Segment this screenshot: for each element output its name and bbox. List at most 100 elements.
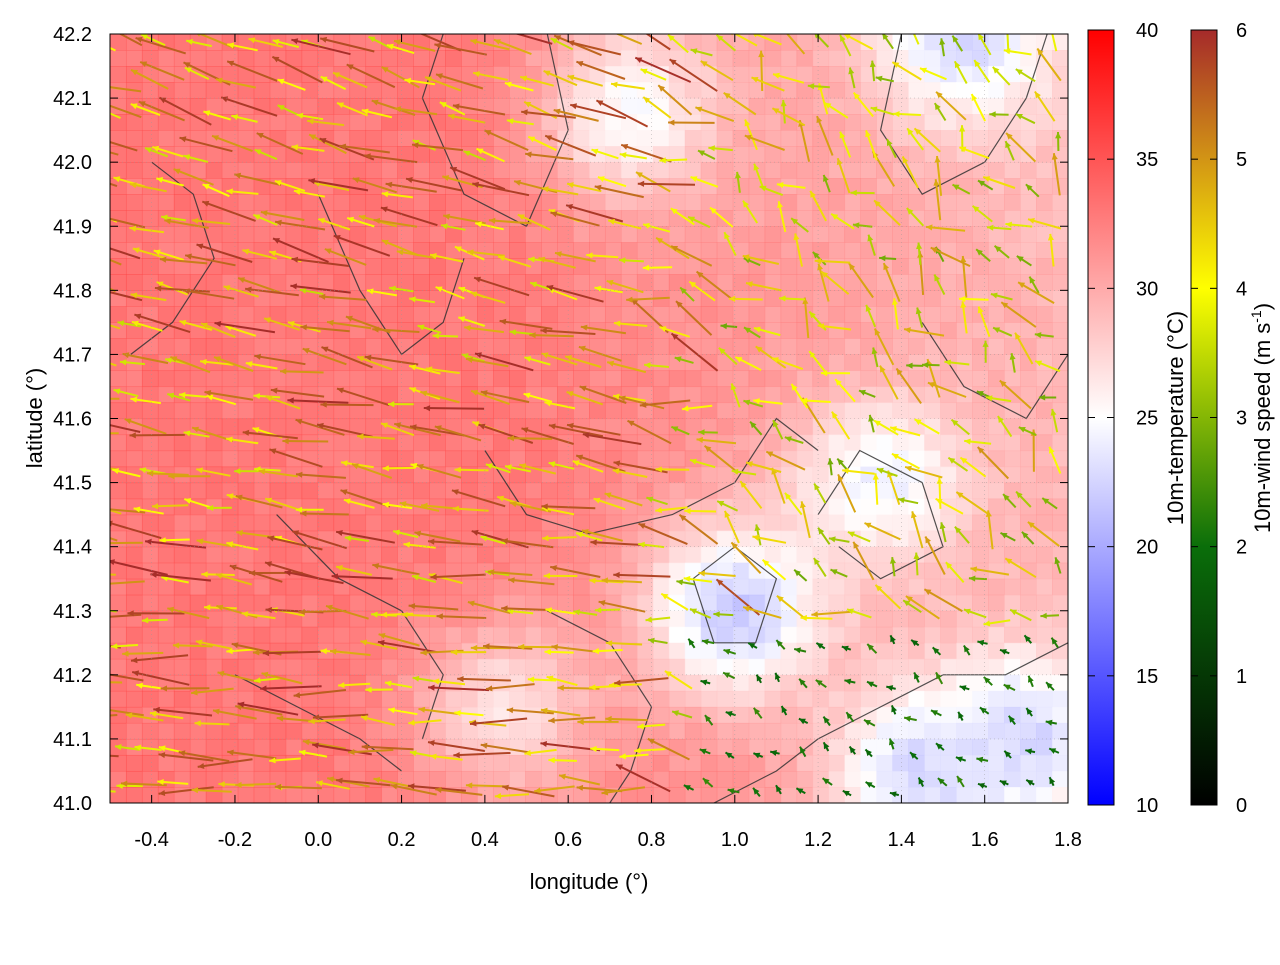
temperature-cell bbox=[445, 194, 462, 211]
temperature-cell bbox=[701, 242, 718, 259]
temperature-cell bbox=[142, 691, 159, 708]
temperature-cell bbox=[701, 402, 718, 419]
temperature-cell bbox=[940, 707, 957, 724]
temperature-cell bbox=[158, 114, 175, 131]
temperature-cell bbox=[429, 114, 446, 131]
temperature-cell bbox=[190, 402, 207, 419]
temperature-cell bbox=[972, 515, 989, 532]
temperature-cell bbox=[413, 691, 430, 708]
temperature-cell bbox=[988, 595, 1005, 612]
temperature-cell bbox=[350, 194, 367, 211]
temperature-cell bbox=[829, 515, 846, 532]
temperature-cell bbox=[908, 707, 925, 724]
temperature-cell bbox=[142, 643, 159, 660]
temperature-cell bbox=[860, 627, 877, 644]
temperature-cell bbox=[1052, 579, 1069, 596]
temperature-cell bbox=[110, 723, 127, 740]
temperature-cell bbox=[956, 659, 973, 676]
temperature-cell bbox=[924, 50, 941, 67]
temperature-cell bbox=[892, 723, 909, 740]
temperature-cell bbox=[717, 755, 734, 772]
temperature-cell bbox=[190, 547, 207, 564]
temperature-cell bbox=[876, 354, 893, 371]
temperature-cell bbox=[318, 483, 335, 500]
temperature-cell bbox=[365, 370, 382, 387]
wind-arrow-head bbox=[78, 396, 84, 402]
temperature-cell bbox=[286, 771, 303, 788]
temperature-cell bbox=[509, 402, 526, 419]
temperature-cell bbox=[972, 82, 989, 99]
temperature-cell bbox=[749, 659, 766, 676]
temperature-cell bbox=[988, 771, 1005, 788]
temperature-cell bbox=[334, 467, 351, 484]
temperature-cell bbox=[876, 306, 893, 323]
temperature-cell bbox=[222, 723, 239, 740]
temperature-cell bbox=[701, 386, 718, 403]
temperature-cell bbox=[365, 226, 382, 243]
temperature-cell bbox=[573, 306, 590, 323]
temperature-cell bbox=[1004, 162, 1021, 179]
temperature-cell bbox=[334, 435, 351, 452]
temperature-cell bbox=[749, 242, 766, 259]
temperature-cell bbox=[653, 338, 670, 355]
temperature-cell bbox=[669, 130, 686, 147]
temperature-cell bbox=[988, 258, 1005, 275]
temperature-cell bbox=[1036, 627, 1053, 644]
temperature-cell bbox=[254, 338, 271, 355]
temperature-cell bbox=[860, 595, 877, 612]
temperature-cell bbox=[573, 162, 590, 179]
temperature-cell bbox=[1004, 146, 1021, 163]
temperature-cell bbox=[525, 290, 542, 307]
temperature-cell bbox=[1036, 419, 1053, 436]
temperature-cell bbox=[1052, 130, 1069, 147]
temperature-cell bbox=[174, 595, 191, 612]
temperature-cell bbox=[701, 322, 718, 339]
temperature-cell bbox=[381, 306, 398, 323]
temperature-cell bbox=[717, 130, 734, 147]
temperature-cell bbox=[876, 771, 893, 788]
temperature-cell bbox=[621, 130, 638, 147]
temperature-cell bbox=[940, 130, 957, 147]
temperature-cell bbox=[717, 451, 734, 468]
temperature-cell bbox=[397, 595, 414, 612]
temperature-cell bbox=[350, 370, 367, 387]
temperature-cell bbox=[1004, 419, 1021, 436]
temperature-cell bbox=[924, 322, 941, 339]
temperature-cell bbox=[397, 515, 414, 532]
temperature-cell bbox=[318, 386, 335, 403]
temperature-cell bbox=[988, 98, 1005, 115]
temperature-cell bbox=[509, 306, 526, 323]
temperature-cell bbox=[844, 402, 861, 419]
temperature-cell bbox=[892, 739, 909, 756]
temperature-cell bbox=[573, 723, 590, 740]
temperature-cell bbox=[413, 338, 430, 355]
temperature-cell bbox=[876, 659, 893, 676]
temperature-cell bbox=[956, 435, 973, 452]
temperature-cell bbox=[158, 226, 175, 243]
temperature-cell bbox=[493, 515, 510, 532]
temperature-cell bbox=[318, 50, 335, 67]
temperature-cell bbox=[302, 162, 319, 179]
temperature-cell bbox=[334, 723, 351, 740]
temperature-cell bbox=[397, 691, 414, 708]
temperature-cell bbox=[813, 226, 830, 243]
temperature-cell bbox=[429, 723, 446, 740]
temperature-cell bbox=[860, 194, 877, 211]
temperature-cell bbox=[254, 258, 271, 275]
temperature-cell bbox=[844, 627, 861, 644]
temperature-cell bbox=[493, 579, 510, 596]
temperature-cell bbox=[637, 242, 654, 259]
temperature-cell bbox=[972, 531, 989, 548]
temperature-cell bbox=[254, 50, 271, 67]
temperature-cell bbox=[573, 467, 590, 484]
temperature-cell bbox=[1004, 627, 1021, 644]
temperature-cell bbox=[844, 579, 861, 596]
temperature-cell bbox=[669, 547, 686, 564]
temperature-cell bbox=[749, 194, 766, 211]
temperature-cell bbox=[206, 515, 223, 532]
temperature-cell bbox=[413, 306, 430, 323]
temperature-cell bbox=[1036, 787, 1053, 804]
temperature-cell bbox=[765, 723, 782, 740]
temperature-cell bbox=[637, 354, 654, 371]
temperature-cell bbox=[972, 691, 989, 708]
